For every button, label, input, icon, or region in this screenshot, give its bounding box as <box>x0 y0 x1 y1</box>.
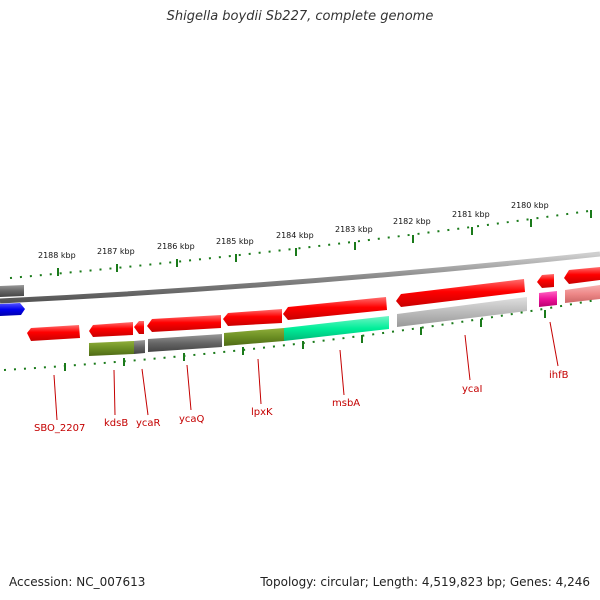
left-blue-feature <box>0 303 25 316</box>
gene-label-kdsb: kdsB <box>104 418 128 429</box>
genome-backbone <box>0 251 600 304</box>
gene-label-sbo2207: SBO_2207 <box>34 423 85 434</box>
ruler-label-2180: 2180 kbp <box>511 201 549 210</box>
ruler-label-2186: 2186 kbp <box>157 242 195 251</box>
leader-ycaq <box>186 364 192 411</box>
ruler-label-2181: 2181 kbp <box>452 210 490 219</box>
leader-sbo2207 <box>53 374 58 421</box>
gene-label-msba: msbA <box>332 398 360 409</box>
cog-bar-ycai <box>397 297 527 327</box>
ruler-label-2185: 2185 kbp <box>216 237 254 246</box>
cog-bar-ihfb <box>539 291 557 307</box>
leader-msba <box>339 349 345 396</box>
gene-arrow-ihfb <box>537 274 554 288</box>
gene-arrow-lpxk <box>223 309 282 326</box>
lower-ruler <box>3 299 597 371</box>
forward-genes <box>27 267 600 341</box>
gene-label-ihfb: ihfB <box>549 370 569 381</box>
cog-bar-kdsb-tail <box>134 340 145 354</box>
gene-arrow-right-edge <box>564 267 600 284</box>
accession-label: Accession: NC_007613 <box>9 575 146 589</box>
leader-lpxk <box>257 358 262 405</box>
leader-ycai <box>464 334 471 381</box>
gene-arrow-ycar <box>134 321 144 334</box>
gene-arrow-ycaq <box>147 315 221 332</box>
leader-ihfb <box>549 321 559 367</box>
cog-bar-ycaq <box>148 334 222 352</box>
ruler-label-2187: 2187 kbp <box>97 247 135 256</box>
gene-label-ycaq: ycaQ <box>179 414 205 425</box>
upper-ruler-minor-ticks <box>9 209 597 279</box>
cog-bar-lpxk <box>224 328 284 346</box>
gene-arrow-ycai <box>396 279 525 307</box>
cog-bar-kdsb <box>89 341 134 356</box>
leader-ycar <box>141 368 149 416</box>
cog-category-bars <box>89 285 600 356</box>
leader-kdsb <box>113 369 116 416</box>
left-gray-feature <box>0 285 24 297</box>
upper-ruler <box>9 209 597 279</box>
gene-label-ycar: ycaR <box>136 418 161 429</box>
gene-arrow-msba <box>283 297 387 320</box>
ruler-label-2182: 2182 kbp <box>393 217 431 226</box>
gene-label-ycai: ycaI <box>462 384 483 395</box>
topology-summary: Topology: circular; Length: 4,519,823 bp… <box>260 575 590 589</box>
ruler-label-2188: 2188 kbp <box>38 251 76 260</box>
gene-label-lpxk: lpxK <box>251 407 273 418</box>
ruler-label-2184: 2184 kbp <box>276 231 314 240</box>
gene-labels: SBO_2207 kdsB ycaR ycaQ lpxK msbA ycaI i… <box>34 370 569 434</box>
map-title: Shigella boydii Sb227, complete genome <box>166 9 434 24</box>
gene-leader-lines <box>53 321 559 421</box>
gene-arrow-kdsb <box>89 322 133 337</box>
ruler-labels: 2188 kbp 2187 kbp 2186 kbp 2185 kbp 2184… <box>38 201 549 260</box>
ruler-label-2183: 2183 kbp <box>335 225 373 234</box>
cog-bar-right-edge <box>565 285 600 303</box>
cog-bar-msba <box>284 316 389 341</box>
gene-arrow-sbo2207 <box>27 325 80 341</box>
